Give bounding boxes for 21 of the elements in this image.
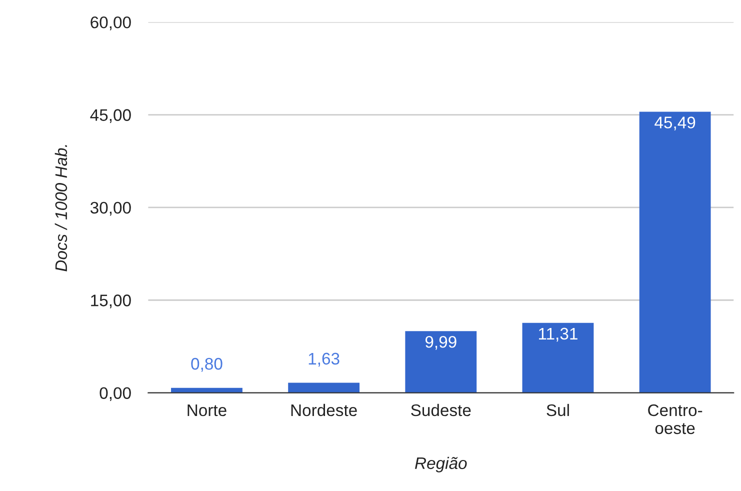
data-label: 45,49 <box>654 116 696 130</box>
bar <box>639 112 711 393</box>
x-tick-label: Centro-oeste <box>648 404 702 434</box>
y-tick-label: 60,00 <box>90 16 131 30</box>
x-tick-label: Norte <box>188 404 226 416</box>
y-tick-label: 30,00 <box>90 202 131 216</box>
bar <box>522 322 594 393</box>
bar <box>288 382 360 393</box>
x-axis-title: Região <box>415 456 467 472</box>
bar <box>405 331 477 393</box>
data-label: 11,31 <box>539 328 578 342</box>
x-tick-label: Sudeste <box>411 404 471 416</box>
y-tick-label: 0,00 <box>100 387 131 401</box>
data-label: 0,80 <box>191 358 222 372</box>
x-tick-label: Nordeste <box>291 404 357 416</box>
y-axis-title: Docs / 1000 Hab. <box>54 145 68 272</box>
data-label: 1,63 <box>308 352 340 367</box>
y-tick-label: 45,00 <box>90 109 131 123</box>
data-label: 9,99 <box>425 336 456 350</box>
y-tick-label: 15,00 <box>91 294 131 308</box>
x-tick-label: Sul <box>546 404 569 416</box>
